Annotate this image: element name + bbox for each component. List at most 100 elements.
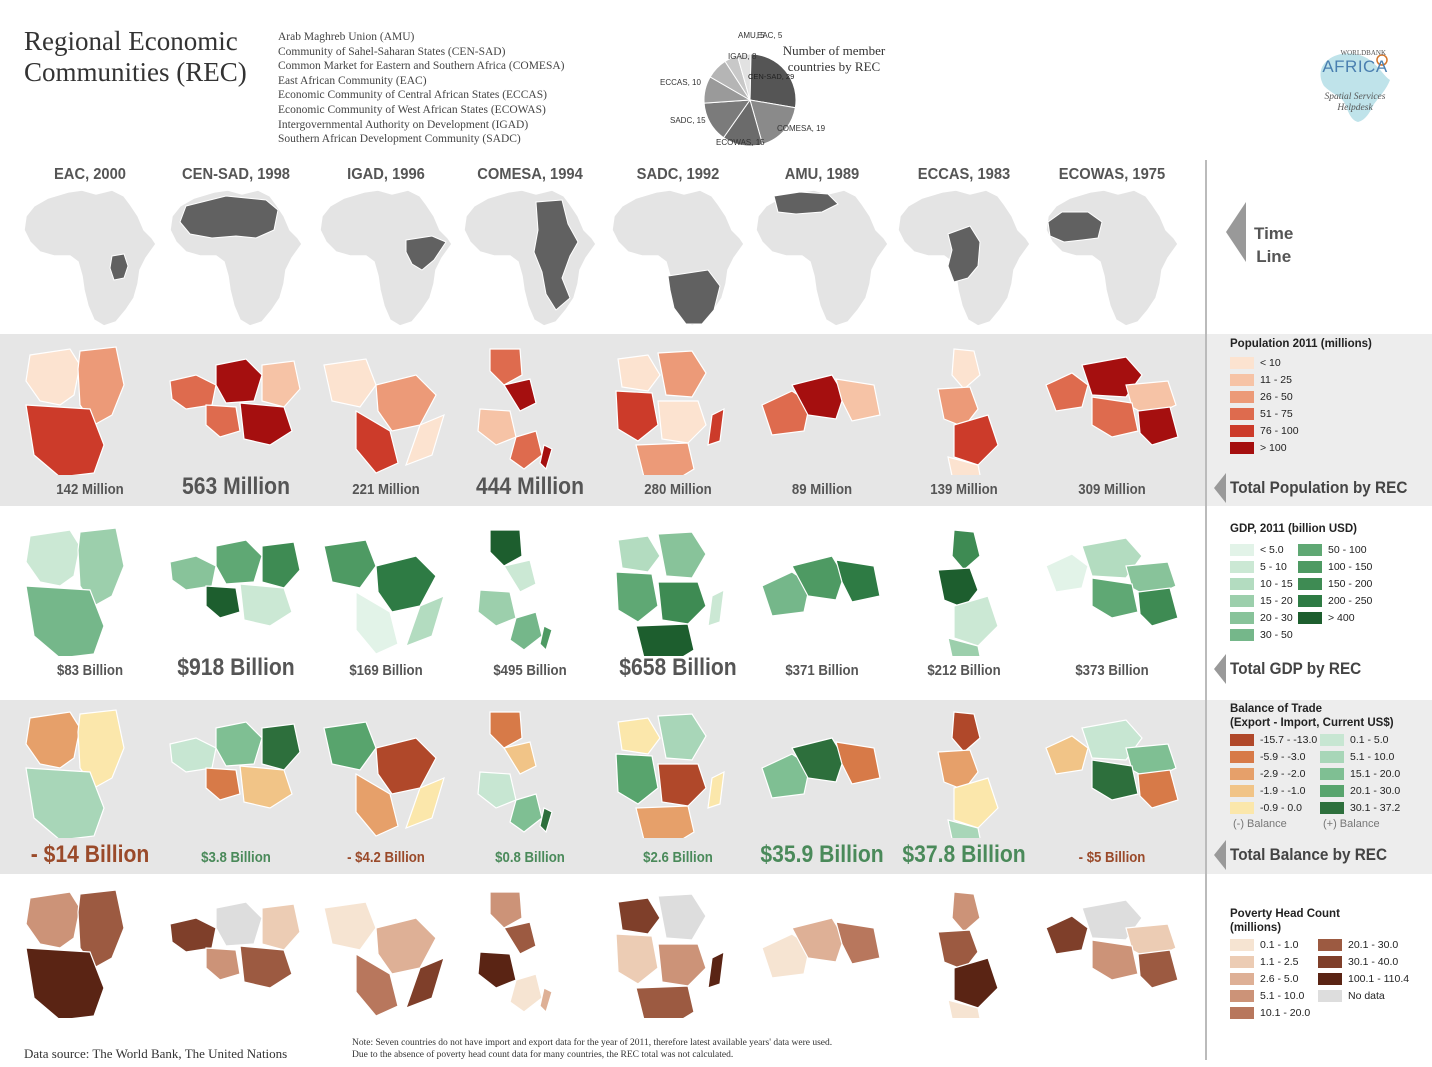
rec-name: Economic Community of West African State… xyxy=(278,103,546,116)
timeline-map xyxy=(169,189,303,326)
logo-spatial-services: Spatial Services xyxy=(1324,92,1386,102)
trade-map xyxy=(761,737,881,799)
legend-label: -2.9 - -2.0 xyxy=(1260,768,1306,780)
legend-item: 2.6 - 5.0 xyxy=(1230,973,1299,986)
legend-item: 5 - 10 xyxy=(1230,561,1287,574)
poverty-legend-title-1: Poverty Head Count xyxy=(1230,908,1340,920)
legend-item: 10.1 - 20.0 xyxy=(1230,1007,1311,1020)
legend-item: -0.9 - 0.0 xyxy=(1230,802,1303,815)
country-region xyxy=(323,901,377,951)
legend-label: < 5.0 xyxy=(1260,544,1284,556)
title-line-1: Regional Economic xyxy=(24,26,238,56)
country-region xyxy=(1137,949,1179,989)
rec-member-region xyxy=(773,191,839,215)
legend-item: 1.1 - 2.5 xyxy=(1230,956,1299,969)
country-region xyxy=(835,378,881,422)
legend-label: 15.1 - 20.0 xyxy=(1350,768,1401,780)
legend-item: 51 - 75 xyxy=(1230,408,1293,421)
country-region xyxy=(791,917,845,963)
rec-name: Common Market for Eastern and Southern A… xyxy=(278,60,565,73)
total-trade-value: $2.6 Billion xyxy=(643,849,713,866)
country-region xyxy=(835,559,881,603)
legend-swatch xyxy=(1298,595,1322,608)
legend-swatch xyxy=(1230,544,1254,557)
legend-item: 20 - 30 xyxy=(1230,612,1293,625)
legend-item: 0.1 - 5.0 xyxy=(1320,734,1389,747)
country-region xyxy=(635,623,695,656)
logo-worldbank: WORLDBANK xyxy=(1340,49,1387,57)
country-region xyxy=(1137,769,1179,809)
rec-year-header: EAC, 2000 xyxy=(53,166,126,183)
trade-map xyxy=(169,721,301,809)
legend-swatch xyxy=(1230,768,1254,781)
country-region xyxy=(1137,406,1179,446)
country-region xyxy=(1045,735,1089,775)
legend-swatch xyxy=(1298,561,1322,574)
poverty-map xyxy=(761,917,881,979)
country-region xyxy=(25,767,105,838)
legend-item: 100.1 - 110.4 xyxy=(1318,973,1410,986)
rec-name-list: Arab Maghreb Union (AMU) Community of Sa… xyxy=(278,30,564,147)
trade-arrow-icon xyxy=(1214,840,1226,870)
country-region xyxy=(503,921,537,955)
country-region xyxy=(489,891,523,929)
pie-slice xyxy=(736,53,752,101)
country-region xyxy=(937,929,979,971)
legend-swatch xyxy=(1230,408,1254,421)
legend-swatch xyxy=(1230,990,1254,1003)
country-region xyxy=(937,386,979,428)
country-region xyxy=(489,529,523,567)
legend-item: -15.7 - -13.0 xyxy=(1230,734,1317,747)
country-region xyxy=(477,951,517,989)
legend-item: 15.1 - 20.0 xyxy=(1320,768,1401,781)
rec-member-region xyxy=(533,199,579,311)
legend-item: > 100 xyxy=(1230,442,1287,455)
legend-swatch xyxy=(1318,939,1342,952)
pie-label-sadc: SADC, 15 xyxy=(670,116,706,125)
positive-balance-label: (+) Balance xyxy=(1323,818,1380,830)
legend-label: -0.9 - 0.0 xyxy=(1260,802,1303,814)
rec-year-header: CEN-SAD, 1998 xyxy=(182,166,290,183)
country-region xyxy=(509,611,543,651)
country-region xyxy=(617,354,661,392)
country-region xyxy=(947,456,981,475)
country-region xyxy=(539,987,553,1014)
total-trade-value: - $4.2 Billion xyxy=(347,849,425,866)
legend-label: < 10 xyxy=(1260,357,1281,369)
rec-name: Community of Sahel-Saharan States (CEN-S… xyxy=(278,45,506,58)
legend-item: 20.1 - 30.0 xyxy=(1318,939,1398,952)
pie-label-ecowas: ECOWAS, 15 xyxy=(716,138,765,147)
legend-swatch xyxy=(1318,990,1342,1003)
legend-label: 10.1 - 20.0 xyxy=(1260,1007,1311,1019)
poverty-map xyxy=(169,901,301,989)
footnote-line-1: Note: Seven countries do not have import… xyxy=(352,1038,833,1048)
country-region xyxy=(761,753,811,799)
trade-map xyxy=(1045,719,1179,809)
population-map xyxy=(937,348,999,475)
country-region xyxy=(509,793,543,833)
poverty-map xyxy=(1045,899,1179,989)
rec-year-header: AMU, 1989 xyxy=(784,166,860,183)
country-region xyxy=(657,400,707,444)
country-region xyxy=(1137,587,1179,627)
legend-swatch xyxy=(1230,391,1254,404)
country-region xyxy=(405,956,445,1010)
country-region xyxy=(951,891,981,933)
country-region xyxy=(615,390,659,442)
country-region xyxy=(953,595,999,647)
legend-item: 0.1 - 1.0 xyxy=(1230,939,1299,952)
country-region xyxy=(323,539,377,589)
legend-item: 150 - 200 xyxy=(1298,578,1372,591)
legend-swatch xyxy=(1230,595,1254,608)
country-region xyxy=(261,360,301,408)
legend-label: 100.1 - 110.4 xyxy=(1348,973,1410,985)
rec-member-region xyxy=(179,195,279,239)
total-population-value: 563 Million xyxy=(182,473,290,500)
timeline-map xyxy=(1045,189,1179,326)
country-region xyxy=(953,957,999,1009)
gdp-map xyxy=(1045,537,1179,627)
population-band xyxy=(0,334,1205,506)
legend-label: 11 - 25 xyxy=(1260,374,1292,386)
country-region xyxy=(239,583,293,627)
country-region xyxy=(951,348,981,390)
